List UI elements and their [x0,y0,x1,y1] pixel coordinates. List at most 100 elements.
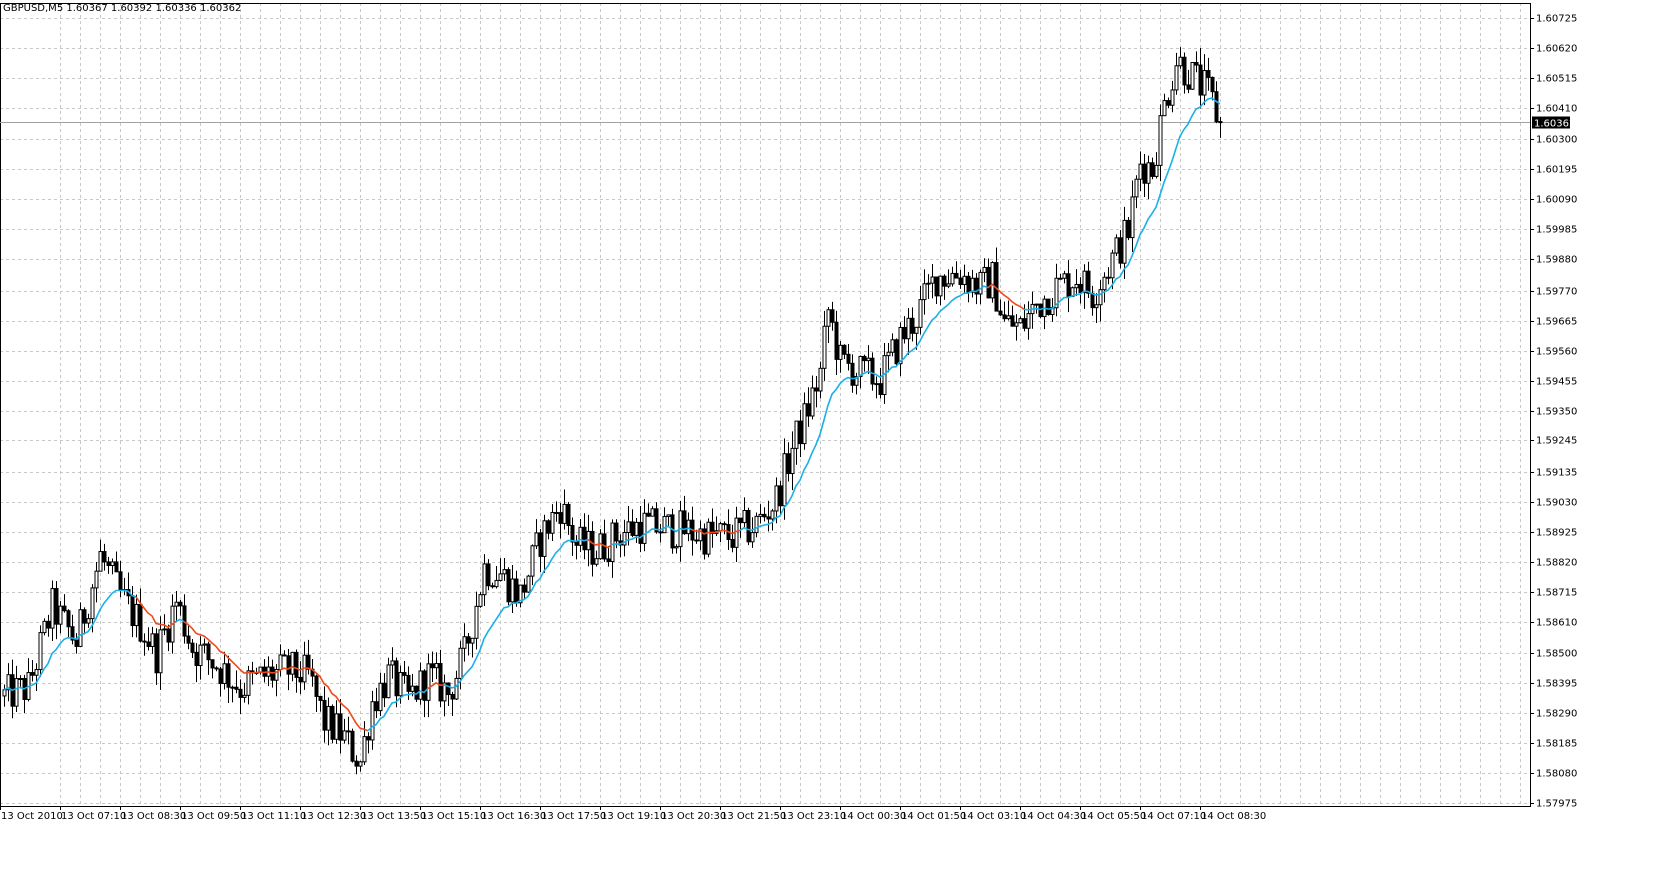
ma-segment-up [367,687,429,732]
candle-body-bear [1126,219,1131,239]
candle-body-bull [1190,61,1195,90]
candle-body-bear [646,512,651,517]
candle-body-bull [594,558,599,565]
candle-body-bear [394,660,399,697]
chart-frame [0,3,1531,807]
candle-body-bull [1162,100,1167,117]
candle-body-bull [378,682,383,712]
candle-body-bear [694,539,699,542]
candle-body-bear [546,520,551,534]
x-tick-label: 14 Oct 01:50 [901,811,966,822]
candle-body-bear [382,682,387,699]
candle-body-bull [990,262,995,299]
candle-body-bull [1170,89,1175,106]
candle-body-bull [14,678,19,707]
candle-body-bull [98,551,103,572]
candle-body-bull [1178,56,1183,67]
candle-body-bear [106,561,111,567]
candle-body-bear [1210,76,1215,93]
candle-body-bear [210,659,215,669]
candle-body-bear [142,640,147,643]
ma-segment-up [443,538,589,689]
candle-body-bear [66,610,71,628]
candle-body-bear [870,357,875,385]
candle-body-bear [1078,283,1083,294]
candle-body-bear [346,730,351,733]
candle-body-bull [542,520,547,557]
candle-body-bear [230,686,235,689]
y-tick-label: 1.59455 [1536,377,1577,388]
x-tick-label: 13 Oct 19:10 [601,811,666,822]
x-tick-label: 13 Oct 13:50 [361,811,426,822]
ma-segment-up [611,525,693,546]
candle-body-bear [722,523,727,526]
y-tick-label: 1.58715 [1536,588,1577,599]
candle-body-bear [186,635,191,644]
y-tick-label: 1.59560 [1536,347,1577,358]
candle-body-bull [886,351,891,357]
candle-body-bear [998,310,1003,316]
candle-body-bull [1082,270,1087,294]
candle-body-bull [1026,313,1031,329]
candle-body-bear [366,736,371,741]
candle-body-bear [850,362,855,386]
candle-body-bull [674,546,679,549]
candle-body-bear [638,521,643,544]
candle-body-bull [930,276,935,284]
candle-body-bear [46,620,51,629]
candle-body-bear [710,521,715,534]
candle-body-bull [950,272,955,285]
y-tick-label: 1.60410 [1536,104,1577,115]
candle-body-bear [834,321,839,360]
plot-border [0,3,1531,807]
candle-body-bull [174,601,179,607]
candle-body-bear [566,503,571,527]
candle-body-bull [2,689,7,697]
candle-body-bull [742,509,747,524]
candle-body-bull [666,514,671,517]
candle-body-bull [826,309,831,327]
candle-body-bear [138,603,143,642]
x-tick-label: 13 Oct 21:50 [721,811,786,822]
candle-body-bear [114,561,119,573]
candle-body-bull [498,573,503,581]
candle-body-bull [598,533,603,560]
candle-body-bull [134,603,139,627]
x-tick-label: 13 Oct 23:10 [781,811,846,822]
candle-body-bear [1194,61,1199,66]
candle-body-bear [606,558,611,563]
candle-body-bull [634,521,639,536]
candle-body-bull [1134,178,1139,198]
y-tick-label: 1.60725 [1536,14,1577,25]
candle-body-bull [610,522,615,563]
candle-body-bull [818,367,823,392]
x-tick-label: 13 Oct 08:30 [121,811,186,822]
candle-body-bull [442,682,447,702]
candle-body-bear [830,309,835,323]
current-price-tag: 1.60362 [1532,116,1575,130]
candle-body-bull [34,669,39,676]
candle-body-bull [1138,163,1143,180]
candle-body-bear [654,508,659,533]
y-tick-label: 1.59245 [1536,436,1577,447]
candle-body-bull [1158,115,1163,166]
candle-body-bull [362,736,367,763]
candle-body-bull [1094,304,1099,309]
candle-body-bear [1206,70,1211,78]
candle-body-bear [730,538,735,548]
candle-body-bear [218,668,223,684]
candle-body-bear [486,563,491,587]
candle-body-bear [1198,64,1203,96]
symbol-label: GBPUSD,M5 [3,3,64,14]
y-tick-label: 1.58610 [1536,618,1577,629]
candle-body-bear [942,275,947,287]
candle-body-bull [774,485,779,512]
candle-body-bull [482,563,487,596]
candle-body-bull [794,420,799,449]
y-tick-label: 1.59880 [1536,255,1577,266]
candle-body-bull [434,663,439,669]
y-tick-label: 1.58925 [1536,528,1577,539]
candle-body-bear [1022,318,1027,329]
